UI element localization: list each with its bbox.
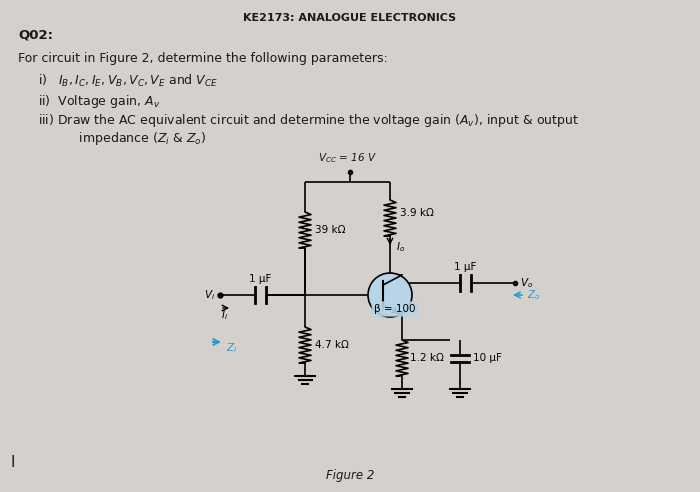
Text: 1.2 kΩ: 1.2 kΩ [410, 353, 444, 363]
Text: I: I [10, 455, 15, 470]
Circle shape [368, 273, 412, 317]
Text: ii)  Voltage gain, $A_v$: ii) Voltage gain, $A_v$ [38, 93, 160, 110]
Text: $Z_o$: $Z_o$ [527, 288, 540, 302]
Text: 39 kΩ: 39 kΩ [315, 225, 346, 235]
Text: For circuit in Figure 2, determine the following parameters:: For circuit in Figure 2, determine the f… [18, 52, 388, 65]
Text: $V_o$: $V_o$ [520, 276, 533, 290]
Text: $V_{CC}$ = 16 V: $V_{CC}$ = 16 V [318, 151, 377, 165]
Text: i)   $I_B, I_C, I_E, V_B, V_C, V_E$ and $V_{CE}$: i) $I_B, I_C, I_E, V_B, V_C, V_E$ and $V… [38, 73, 218, 89]
Text: 4.7 kΩ: 4.7 kΩ [315, 340, 349, 350]
Text: 1 μF: 1 μF [248, 274, 271, 284]
Text: Figure 2: Figure 2 [326, 469, 374, 482]
Text: 3.9 kΩ: 3.9 kΩ [400, 208, 434, 218]
Text: β = 100: β = 100 [374, 304, 416, 314]
Text: 1 μF: 1 μF [454, 262, 476, 272]
Text: $I_i$: $I_i$ [221, 308, 228, 322]
Text: $Z_i$: $Z_i$ [226, 341, 237, 355]
Text: $I_o$: $I_o$ [396, 240, 405, 254]
Text: Q02:: Q02: [18, 28, 53, 41]
Text: impedance $(Z_i$ & $Z_o)$: impedance $(Z_i$ & $Z_o)$ [55, 130, 206, 147]
Text: iii) Draw the AC equivalent circuit and determine the voltage gain $(A_v)$, inpu: iii) Draw the AC equivalent circuit and … [38, 112, 579, 129]
Text: 10 μF: 10 μF [473, 353, 502, 363]
Text: KE2173: ANALOGUE ELECTRONICS: KE2173: ANALOGUE ELECTRONICS [244, 13, 456, 23]
Text: $V_i$: $V_i$ [204, 288, 215, 302]
